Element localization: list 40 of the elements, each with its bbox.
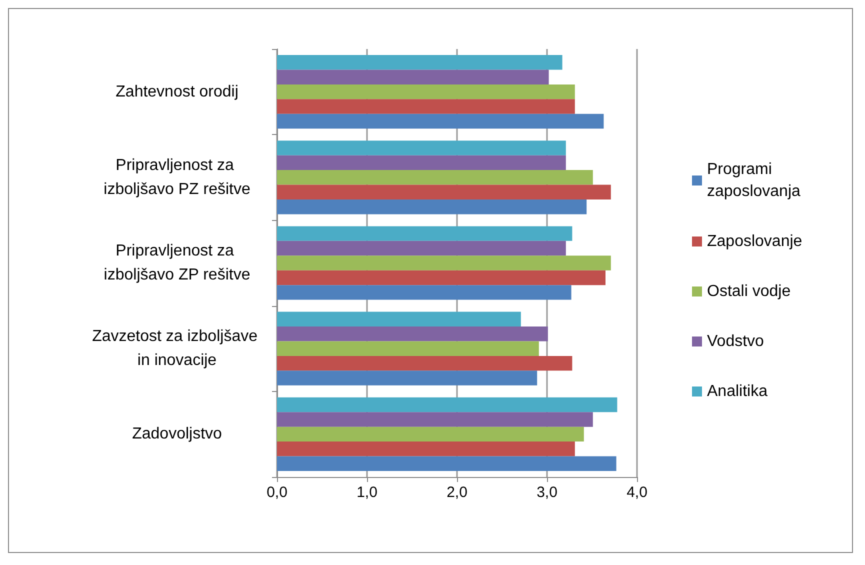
bar <box>277 356 572 371</box>
x-tick-label: 1,0 <box>356 484 378 501</box>
bar <box>277 226 572 241</box>
x-tick-label: 3,0 <box>536 484 558 501</box>
x-tick-label: 4,0 <box>626 484 648 501</box>
bar <box>277 114 604 129</box>
legend-label: Programi zaposlovanja <box>707 161 800 200</box>
legend-label: Analitika <box>707 383 768 400</box>
bar <box>277 397 618 412</box>
legend-label: Vodstvo <box>707 333 764 350</box>
bar <box>277 285 572 300</box>
y-tick-label: Pripravljenost za izboljšavo ZP rešitve <box>104 242 250 284</box>
bar <box>277 170 593 185</box>
x-tick-label: 2,0 <box>446 484 468 501</box>
y-tick-label: Zavzetost za izboljšave in inovacije <box>92 328 262 370</box>
bar <box>277 442 575 456</box>
y-tick-label: Zadovoljstvo <box>132 426 222 443</box>
bar <box>277 426 584 442</box>
bar <box>277 184 611 200</box>
bar <box>277 456 616 472</box>
bar <box>277 312 521 327</box>
bar <box>277 140 566 156</box>
legend-label: Zaposlovanje <box>707 233 802 250</box>
bar <box>277 155 566 170</box>
bar <box>277 84 575 100</box>
bar <box>277 240 566 256</box>
bar <box>277 270 606 286</box>
bar <box>277 412 593 427</box>
bar <box>277 70 549 84</box>
bar <box>277 326 548 342</box>
bar <box>277 199 587 214</box>
bar <box>277 370 538 386</box>
bar <box>277 256 611 270</box>
y-tick-label: Pripravljenost za izboljšavo PZ rešitve <box>104 156 250 198</box>
legend-label: Ostali vodje <box>707 283 791 300</box>
bar <box>277 54 562 70</box>
x-tick-label: 0,0 <box>266 484 288 501</box>
bar <box>277 99 575 114</box>
bar <box>277 341 539 356</box>
y-tick-label: Zahtevnost orodij <box>116 83 238 100</box>
